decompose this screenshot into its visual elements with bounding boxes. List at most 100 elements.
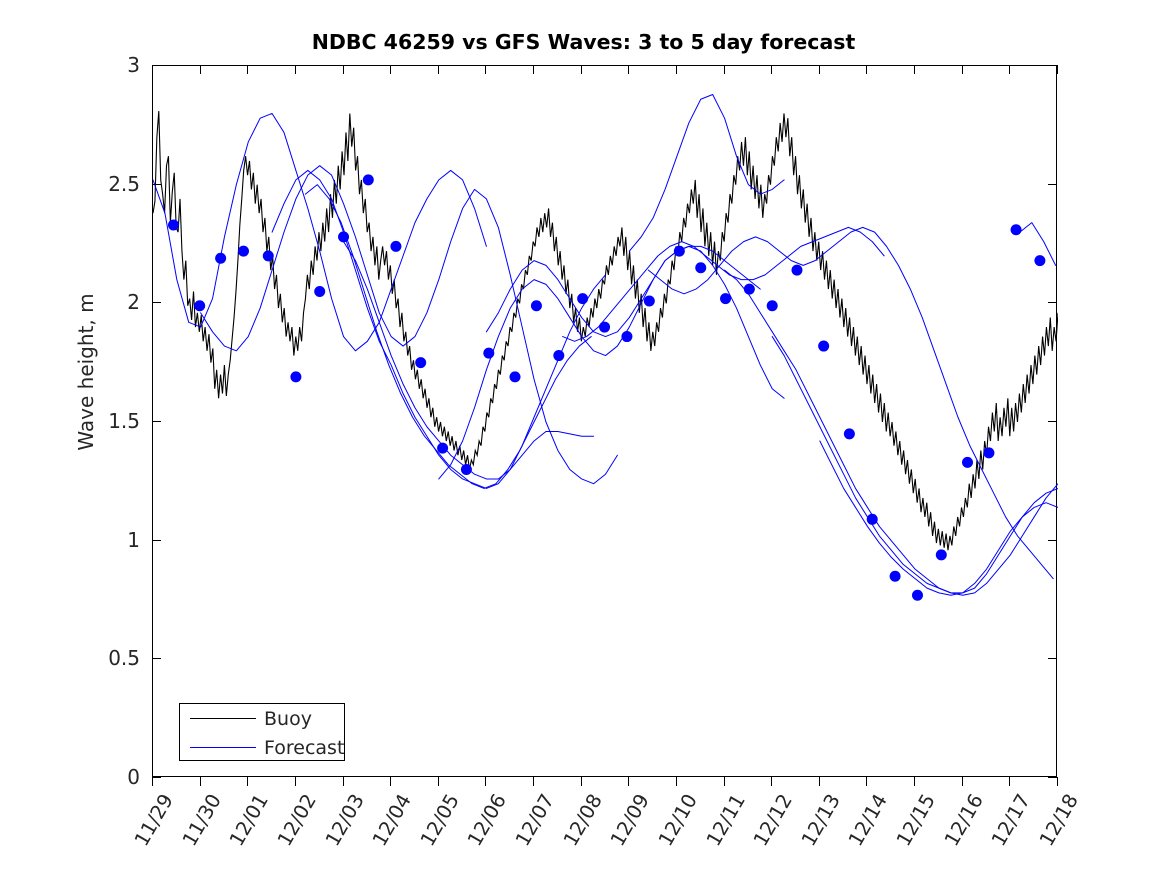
forecast-marker [509,371,521,383]
x-tick-label: 12/09 [606,790,655,851]
forecast-marker [643,295,655,307]
forecast-marker [743,283,755,295]
forecast-marker [577,293,589,305]
x-tick-label: 12/15 [891,790,941,851]
y-tick-mark [152,183,161,185]
forecast-marker [599,321,611,333]
y-tick-label: 0 [127,765,140,789]
x-tick-label: 12/05 [415,790,464,851]
x-tick-mark [723,777,725,786]
forecast-marker [415,357,427,369]
y-tick-label: 2 [127,290,140,315]
forecast-marker [338,231,350,243]
forecast-marker [866,513,878,525]
y-tick-mark [152,421,161,422]
x-tick-label: 12/18 [1034,790,1083,851]
x-tick-mark-top [866,65,868,74]
forecast-marker [262,250,274,262]
x-tick-label: 12/11 [701,790,750,851]
x-tick-label: 12/01 [225,790,274,851]
x-tick-label: 12/06 [463,790,512,851]
x-tick-label: 12/16 [939,790,988,851]
x-tick-label: 12/08 [558,790,607,851]
forecast-marker [314,285,326,297]
legend-label-forecast: Forecast [264,737,345,759]
x-tick-label: 12/07 [510,790,559,851]
x-tick-mark-top [961,65,963,74]
forecast-marker [483,347,495,359]
forecast-marker [437,442,449,454]
forecast-marker [390,240,402,252]
y-tick-label: 2.5 [108,171,140,196]
y-tick-mark [152,539,161,541]
y-tick-mark-right [1048,658,1057,660]
x-tick-mark [533,777,535,786]
y-tick-mark [152,658,161,660]
x-tick-mark-top [628,65,630,74]
forecast-marker [673,245,685,257]
x-tick-label: 12/12 [749,790,798,851]
forecast-marker [553,350,565,362]
x-tick-mark [390,777,392,786]
forecast-marker [720,293,732,305]
x-tick-mark-top [342,65,344,74]
x-tick-mark-top [152,65,153,74]
x-tick-label: 11/29 [129,790,178,851]
forecast-marker [695,262,707,274]
x-tick-mark [961,777,963,786]
forecast-marker [1010,224,1022,236]
forecast-marker [460,463,472,475]
x-tick-mark-top [294,65,296,74]
forecast-marker [911,589,923,601]
plot-area [152,65,1058,777]
forecast-marker-series [167,174,1046,601]
y-tick-mark [152,65,161,66]
x-tick-mark [437,777,439,786]
legend-item-forecast: Forecast [180,733,344,762]
x-tick-mark-top [675,65,677,74]
x-tick-mark-top [485,65,487,74]
y-tick-mark-right [1048,302,1057,304]
legend-item-buoy: Buoy [180,704,344,733]
x-tick-label: 12/02 [272,790,321,851]
x-tick-label: 12/14 [844,790,893,851]
forecast-marker [791,264,803,276]
y-tick-mark-right [1048,421,1057,422]
x-tick-mark-top [914,65,916,74]
x-tick-label: 12/17 [987,790,1036,851]
legend-label-buoy: Buoy [264,708,312,730]
x-tick-mark [675,777,677,786]
x-tick-mark-top [533,65,535,74]
forecast-marker [889,570,901,582]
y-axis-label: Wave height, m [74,293,98,451]
x-tick-mark-top [247,65,249,74]
forecast-marker [1034,255,1046,267]
forecast-marker [530,300,542,312]
forecast-marker [766,300,778,312]
x-tick-label: 12/03 [320,790,369,851]
x-tick-mark [771,777,773,786]
forecast-marker [621,331,633,343]
forecast-marker [983,447,995,459]
y-tick-label: 3 [127,53,140,77]
x-tick-mark [914,777,916,786]
y-tick-mark-right [1048,539,1057,541]
forecast-marker [843,428,855,440]
x-tick-mark [866,777,868,786]
legend: Buoy Forecast [179,703,345,761]
y-tick-mark-right [1048,183,1057,185]
y-tick-mark [152,777,161,778]
x-tick-mark [199,777,201,786]
legend-swatch-buoy [190,718,256,719]
y-tick-mark [152,302,161,304]
y-tick-mark-right [1048,777,1057,778]
x-tick-label: 12/10 [653,790,702,851]
x-tick-mark-top [818,65,820,74]
forecast-marker [362,174,374,186]
y-tick-label: 1 [127,527,140,552]
chart-title: NDBC 46259 vs GFS Waves: 3 to 5 day fore… [311,30,856,54]
y-tick-label: 1.5 [108,409,140,433]
forecast-marker [215,252,227,264]
forecast-marker [818,340,830,352]
